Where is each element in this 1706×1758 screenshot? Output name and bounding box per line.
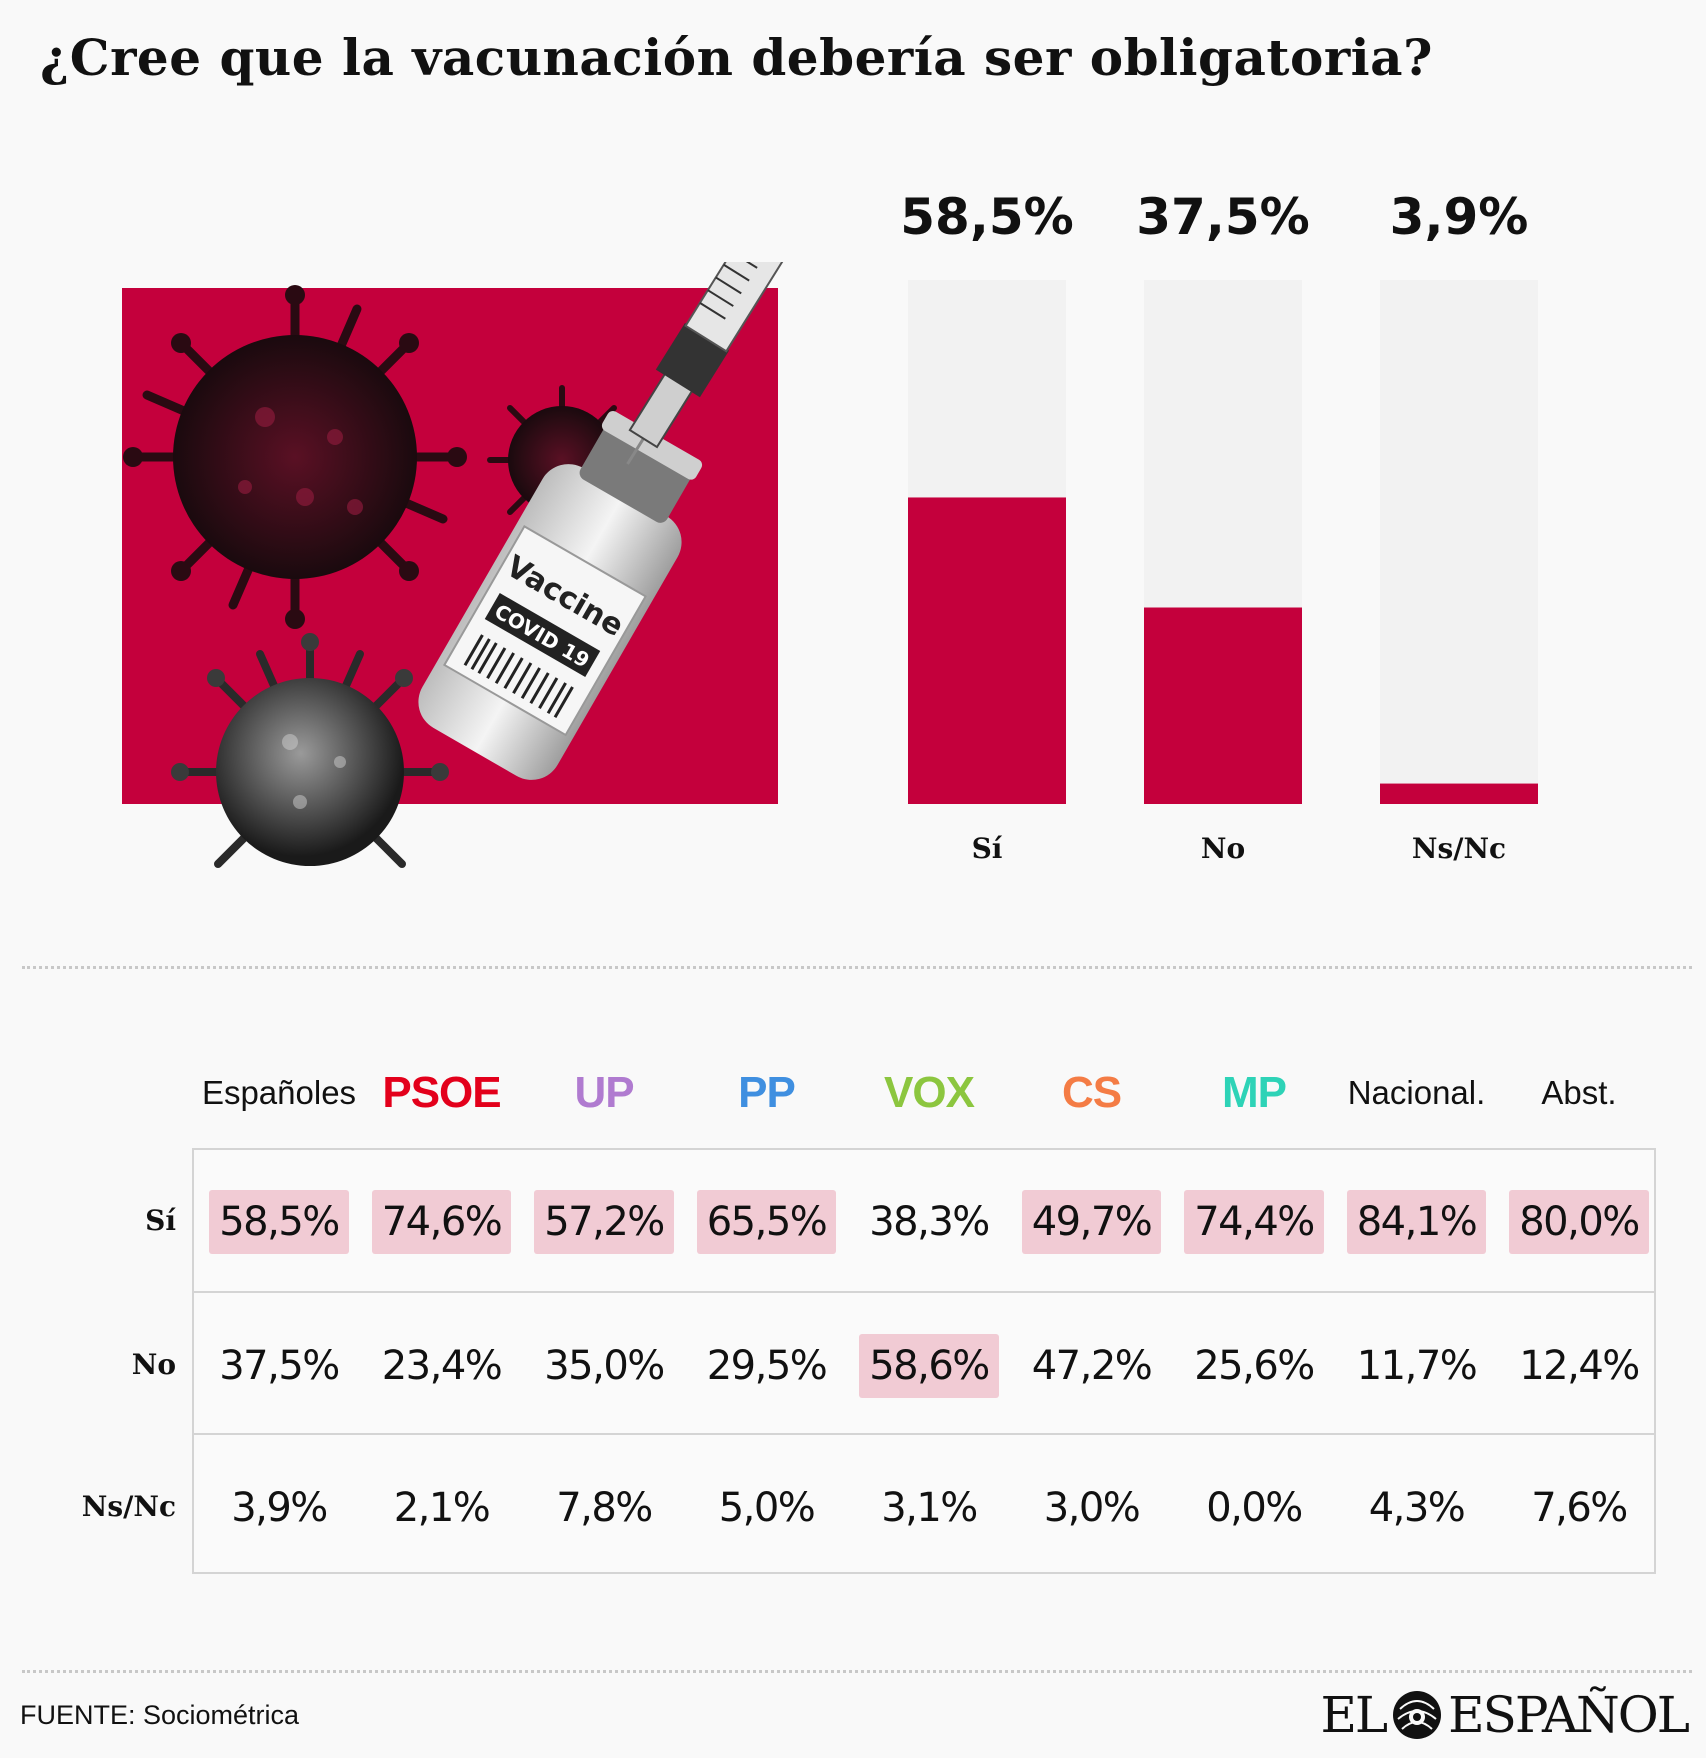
table-cell: 47,2% xyxy=(1011,1334,1173,1398)
column-header: Españoles xyxy=(201,1074,357,1111)
column-header: CS xyxy=(1061,1068,1122,1117)
table-cell: 23,4% xyxy=(361,1334,523,1398)
cell-value: 25,6% xyxy=(1194,1343,1315,1389)
cell-value: 2,1% xyxy=(393,1485,491,1531)
dotted-separator-bottom xyxy=(22,1670,1692,1673)
column-header: UP xyxy=(574,1068,634,1117)
table-cell: 37,5% xyxy=(198,1334,360,1398)
bar-0 xyxy=(908,497,1066,804)
table-row-divider xyxy=(192,1433,1656,1435)
table-cell: 29,5% xyxy=(686,1334,848,1398)
cell-value: 3,9% xyxy=(231,1485,328,1531)
table-cell: 74,4% xyxy=(1173,1190,1335,1254)
highlighted-value: 57,2% xyxy=(534,1190,674,1254)
table-cell: 3,1% xyxy=(848,1476,1010,1540)
logo-text-left: EL xyxy=(1320,1686,1388,1744)
source-note: FUENTE: Sociométrica xyxy=(20,1700,300,1730)
table-cell: 65,5% xyxy=(686,1190,848,1254)
column-header: Abst. xyxy=(1541,1074,1617,1111)
column-header: MP xyxy=(1222,1068,1287,1117)
el-espanol-logo: EL ESPAÑOL xyxy=(1320,1685,1690,1745)
cell-value: 3,0% xyxy=(1043,1485,1141,1531)
highlighted-value: 49,7% xyxy=(1021,1190,1162,1254)
cell-value: 37,5% xyxy=(219,1343,340,1389)
highlighted-value: 84,1% xyxy=(1346,1190,1487,1254)
bar-value-label: 3,9% xyxy=(1390,188,1529,246)
highlighted-value: 65,5% xyxy=(696,1190,837,1254)
table-cell: 0,0% xyxy=(1173,1476,1335,1540)
highlighted-value: 74,4% xyxy=(1184,1190,1324,1254)
cell-value: 7,6% xyxy=(1531,1485,1628,1531)
syringe xyxy=(626,262,793,465)
cell-value: 3,1% xyxy=(881,1485,978,1531)
table-cell: 4,3% xyxy=(1336,1476,1498,1540)
bar-value-label: 37,5% xyxy=(1136,188,1309,246)
column-header: PP xyxy=(738,1068,796,1117)
column-header: Nacional. xyxy=(1347,1074,1486,1111)
table-cell: 80,0% xyxy=(1498,1190,1660,1254)
virus-large xyxy=(123,285,467,629)
table-cell: 2,1% xyxy=(361,1476,523,1540)
table-cell: 7,8% xyxy=(523,1476,685,1540)
cell-value: 4,3% xyxy=(1368,1485,1466,1531)
chart-title: ¿Cree que la vacunación debería ser obli… xyxy=(40,28,1433,87)
table-cell: 84,1% xyxy=(1336,1190,1498,1254)
cell-value: 0,0% xyxy=(1206,1485,1303,1531)
table-cell: 49,7% xyxy=(1011,1190,1173,1254)
cell-value: 29,5% xyxy=(706,1343,828,1389)
bar-track-2 xyxy=(1380,280,1538,804)
lion-icon xyxy=(1393,1691,1442,1739)
cell-value: 5,0% xyxy=(718,1485,816,1531)
cell-value: 23,4% xyxy=(381,1343,503,1389)
table-cell: 35,0% xyxy=(523,1334,685,1398)
vaccine-illustration: Vaccine COVID 19 xyxy=(122,262,793,868)
cell-value: 35,0% xyxy=(544,1343,665,1389)
cell-value: 11,7% xyxy=(1356,1343,1478,1389)
table-row-divider xyxy=(192,1291,1656,1293)
table-cell: 12,4% xyxy=(1498,1334,1660,1398)
highlighted-value: 58,6% xyxy=(859,1334,999,1398)
barcode xyxy=(463,634,574,719)
table-cell: 7,6% xyxy=(1498,1476,1660,1540)
table-cell: 58,5% xyxy=(198,1190,360,1254)
table-cell: 11,7% xyxy=(1336,1334,1498,1398)
bar-1 xyxy=(1144,607,1302,804)
bar-value-label: 58,5% xyxy=(900,188,1073,246)
cell-value: 7,8% xyxy=(556,1485,653,1531)
bar-category-label: Sí xyxy=(972,832,1003,865)
row-label: Ns/Nc xyxy=(81,1490,176,1523)
row-label: Sí xyxy=(145,1204,176,1237)
table-cell: 38,3% xyxy=(848,1190,1010,1254)
bar-2 xyxy=(1380,783,1538,804)
table-cell: 74,6% xyxy=(361,1190,523,1254)
bar-chart: 58,5% Sí 37,5% No 3,9% Ns/Nc xyxy=(900,188,1538,865)
table-cell: 25,6% xyxy=(1173,1334,1335,1398)
table-cell: 3,9% xyxy=(198,1476,360,1540)
highlighted-value: 74,6% xyxy=(371,1190,512,1254)
table-cell: 5,0% xyxy=(686,1476,848,1540)
vaccine-vial: Vaccine COVID 19 xyxy=(418,411,703,780)
bar-category-label: Ns/Nc xyxy=(1412,832,1506,865)
virus-grey xyxy=(171,633,449,868)
highlighted-value: 58,5% xyxy=(209,1190,349,1254)
cell-value: 38,3% xyxy=(869,1199,990,1245)
bar-category-label: No xyxy=(1201,832,1245,865)
table-cell: 58,6% xyxy=(848,1334,1010,1398)
column-header: PSOE xyxy=(382,1068,501,1117)
cell-value: 47,2% xyxy=(1031,1343,1153,1389)
table-cell: 3,0% xyxy=(1011,1476,1173,1540)
cell-value: 12,4% xyxy=(1519,1343,1640,1389)
logo-text-right: ESPAÑOL xyxy=(1448,1686,1690,1744)
table-cell: 57,2% xyxy=(523,1190,685,1254)
dotted-separator-top xyxy=(22,966,1692,969)
column-header: VOX xyxy=(884,1068,975,1117)
row-label: No xyxy=(131,1348,176,1381)
highlighted-value: 80,0% xyxy=(1509,1190,1649,1254)
